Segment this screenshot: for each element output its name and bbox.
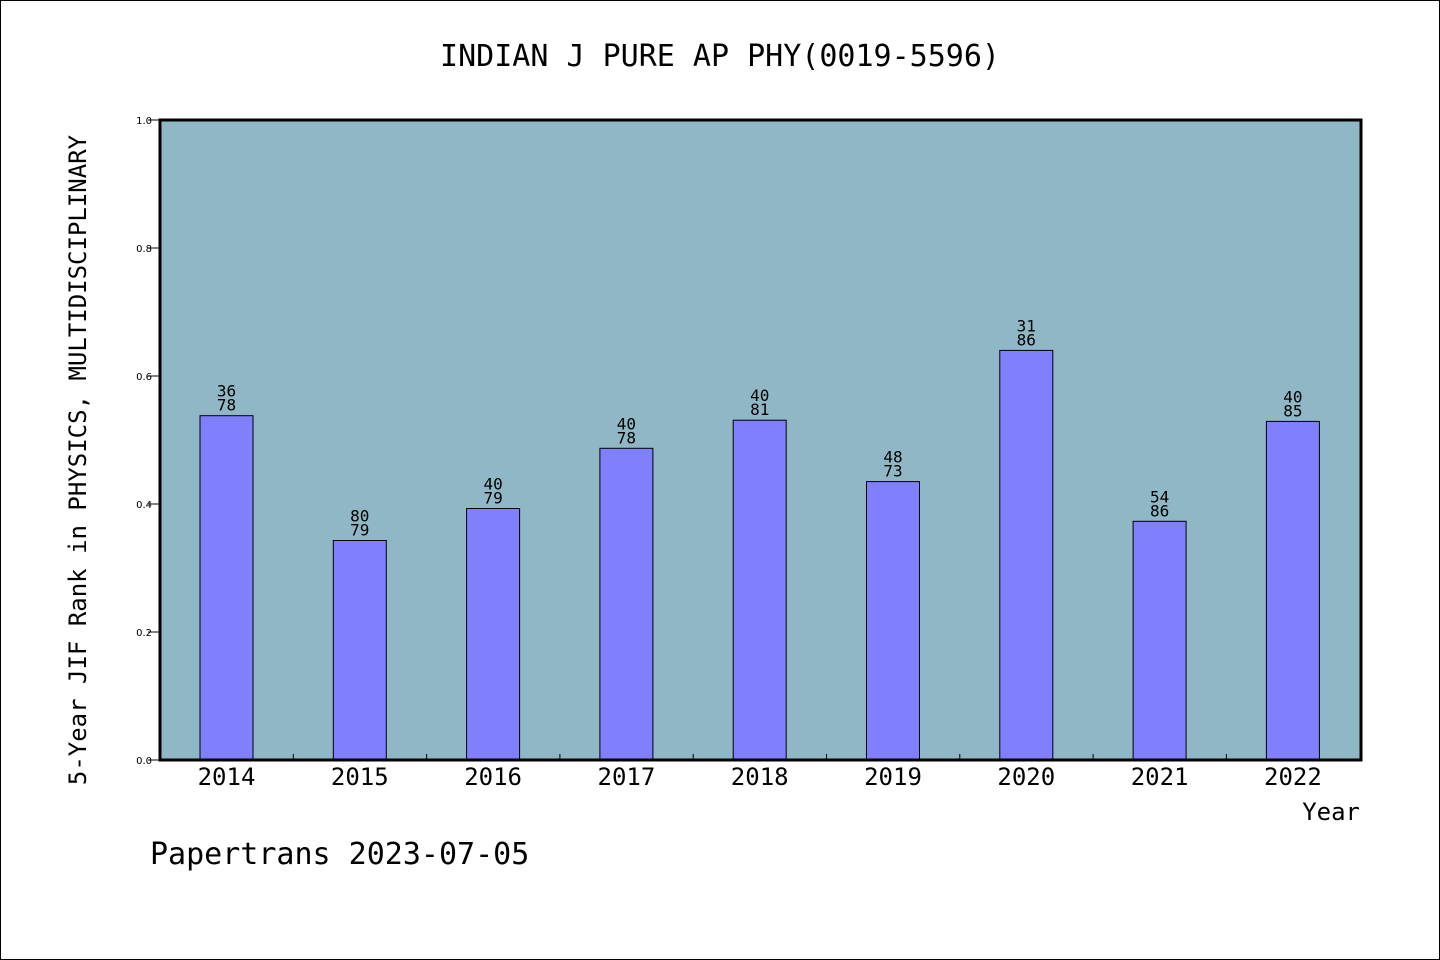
bar-rank-label-2014: 36 bbox=[217, 382, 236, 401]
x-tick-label-2017: 2017 bbox=[598, 763, 656, 791]
chart-title: INDIAN J PURE AP PHY(0019-5596) bbox=[440, 39, 1000, 74]
bar-rank-label-2018: 40 bbox=[750, 386, 769, 405]
x-tick-label-2015: 2015 bbox=[331, 763, 389, 791]
bar-total-label-2020: 86 bbox=[1017, 330, 1036, 349]
y-axis-title: 5-Year JIF Rank in PHYSICS, MULTIDISCIPL… bbox=[64, 134, 92, 785]
bar-2017 bbox=[599, 447, 654, 761]
bar-2018 bbox=[732, 419, 787, 761]
x-tick-label-2022: 2022 bbox=[1264, 763, 1322, 791]
bar-2020 bbox=[999, 349, 1054, 761]
bar-total-label-2019: 73 bbox=[883, 462, 902, 481]
bar-2014 bbox=[199, 415, 254, 761]
y-tick-label-0.4: 0.4 bbox=[136, 500, 152, 511]
bar-rank-label-2016: 40 bbox=[483, 475, 502, 494]
bar-total-label-2018: 81 bbox=[750, 400, 769, 419]
y-tick-label-0.0: 0.0 bbox=[136, 756, 152, 767]
bar-rank-label-2019: 48 bbox=[883, 448, 902, 467]
x-tick-label-2021: 2021 bbox=[1131, 763, 1189, 791]
y-tick-label-0.6: 0.6 bbox=[136, 372, 152, 383]
bar-2022 bbox=[1265, 420, 1320, 761]
x-tick-label-2016: 2016 bbox=[464, 763, 522, 791]
bars bbox=[199, 349, 1320, 761]
bar-rank-label-2020: 31 bbox=[1017, 316, 1036, 335]
bar-total-label-2022: 85 bbox=[1283, 401, 1302, 420]
y-tick-label-0.2: 0.2 bbox=[136, 628, 152, 639]
x-tick-label-2018: 2018 bbox=[731, 763, 789, 791]
footer-text: Papertrans 2023-07-05 bbox=[150, 837, 529, 872]
bar-total-label-2016: 79 bbox=[483, 489, 502, 508]
bar-total-label-2014: 78 bbox=[217, 396, 236, 415]
bar-rank-label-2015: 80 bbox=[350, 507, 369, 526]
bar-rank-label-2017: 40 bbox=[617, 414, 636, 433]
x-axis-title: Year bbox=[1302, 798, 1360, 826]
bar-2015 bbox=[332, 540, 387, 761]
bar-2021 bbox=[1132, 520, 1187, 761]
bar-total-label-2017: 78 bbox=[617, 428, 636, 447]
bar-total-label-2021: 86 bbox=[1150, 501, 1169, 520]
bar-rank-label-2022: 40 bbox=[1283, 387, 1302, 406]
x-tick-label-2020: 2020 bbox=[997, 763, 1055, 791]
bar-total-label-2015: 79 bbox=[350, 521, 369, 540]
x-axis: 2014 2015 2016 2017 2018 2019 2020 2021 2022 bbox=[198, 754, 1322, 791]
bar-rank-label-2021: 54 bbox=[1150, 487, 1169, 506]
y-axis: 0.0 0.2 0.4 0.6 0.8 1.0 bbox=[136, 116, 160, 767]
plot-border bbox=[158, 118, 1363, 762]
x-tick-label-2014: 2014 bbox=[198, 763, 256, 791]
bar-2016 bbox=[466, 508, 521, 761]
x-tick-label-2019: 2019 bbox=[864, 763, 922, 791]
y-tick-label-1.0: 1.0 bbox=[136, 116, 152, 127]
bar-2019 bbox=[866, 481, 920, 761]
y-tick-label-0.8: 0.8 bbox=[136, 244, 152, 255]
